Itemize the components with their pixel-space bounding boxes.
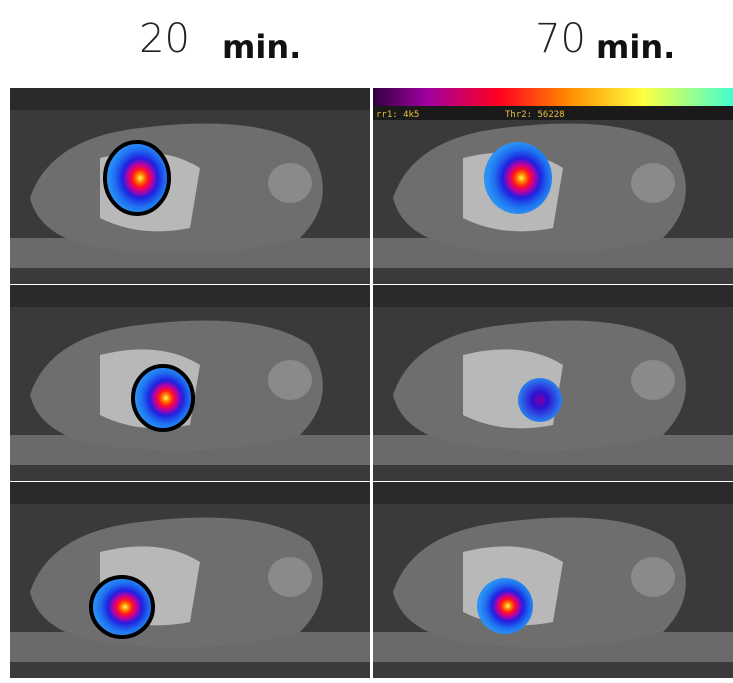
signal xyxy=(477,578,533,634)
color-bar xyxy=(373,88,733,106)
time-unit: min. xyxy=(222,28,301,66)
time-number: 70 xyxy=(535,16,586,62)
left-panel xyxy=(10,88,370,678)
signal xyxy=(518,378,562,422)
right-panel: rr1: 4k5 Thr2: 56228 xyxy=(373,88,733,678)
time-number: 20 xyxy=(139,16,190,62)
page: 20 min. 70 min. rr1: 4k5 Thr2: 56228 (()… xyxy=(0,0,733,683)
mouse-image xyxy=(373,482,733,678)
threshold-label: Thr2: 56228 xyxy=(505,110,565,120)
figure: 20 min. 70 min. rr1: 4k5 Thr2: 56228 xyxy=(0,0,733,683)
signal xyxy=(105,142,169,214)
signal xyxy=(484,142,552,214)
mouse-image xyxy=(10,88,370,284)
signal xyxy=(133,366,193,430)
signal xyxy=(91,577,153,637)
threshold-label: rr1: 4k5 xyxy=(376,110,419,120)
mouse-image xyxy=(10,482,370,678)
time-unit: min. xyxy=(596,28,675,66)
